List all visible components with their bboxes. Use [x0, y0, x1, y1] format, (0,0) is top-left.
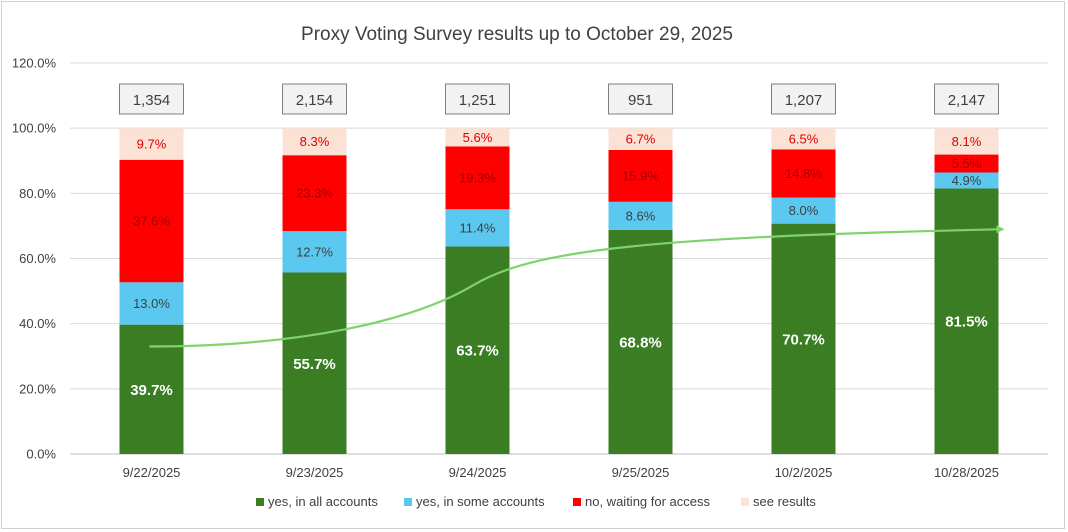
x-tick-label: 9/25/2025 — [612, 465, 670, 480]
total-box — [608, 83, 673, 115]
bar-segment — [771, 128, 836, 150]
y-axis: 0.0% 20.0% 40.0% 60.0% 80.0% 100.0% 120.0% — [12, 56, 57, 462]
y-tick-label: 40.0% — [19, 316, 56, 331]
bar-stack: 81.5% 4.9% 5.5% 8.1% — [934, 128, 999, 454]
data-label: 13.0% — [133, 296, 170, 311]
x-tick-label: 10/2/2025 — [775, 465, 833, 480]
y-tick-label: 120.0% — [12, 56, 57, 71]
x-tick-label: 9/22/2025 — [123, 465, 181, 480]
legend-label: yes, in some accounts — [416, 494, 545, 509]
bar-segment — [119, 128, 184, 160]
total-box — [771, 83, 836, 115]
gridlines — [70, 62, 1048, 455]
total-label: 2,147 — [948, 92, 986, 109]
data-label: 37.6% — [133, 214, 170, 229]
bar-segment — [445, 246, 510, 454]
y-tick-label: 20.0% — [19, 381, 56, 396]
bars: 39.7% 13.0% 37.6% 9.7% 55.7% 12.7% 23.3% 8.3% 63… — [119, 128, 999, 454]
total-boxes: 1,354 2,154 1,251 951 1,207 2,147 — [119, 83, 999, 115]
data-label: 55.7% — [293, 356, 336, 373]
total-label: 2,154 — [296, 92, 334, 109]
data-label: 70.7% — [782, 331, 825, 348]
data-label: 14.8% — [785, 166, 822, 181]
bar-segment — [608, 201, 673, 230]
legend: yes, in all accounts yes, in some account… — [256, 494, 816, 509]
data-label: 68.8% — [619, 334, 662, 351]
bar-segment — [608, 128, 673, 150]
bar-segment — [608, 229, 673, 454]
data-label: 81.5% — [945, 314, 988, 331]
bar-segment — [119, 159, 184, 283]
y-tick-label: 60.0% — [19, 251, 56, 266]
x-tick-label: 10/28/2025 — [934, 465, 999, 480]
data-label: 8.0% — [789, 203, 819, 218]
trend-line — [149, 225, 1005, 348]
legend-label: see results — [753, 494, 816, 509]
y-tick-label: 80.0% — [19, 186, 56, 201]
bar-stack: 70.7% 8.0% 14.8% 6.5% — [771, 128, 836, 454]
bar-segment — [445, 146, 510, 210]
data-label: 19.3% — [459, 170, 496, 185]
chart-title: Proxy Voting Survey results up to Octobe… — [301, 24, 733, 45]
bar-segment — [934, 188, 999, 454]
bar-segment — [119, 282, 184, 325]
total-label: 1,354 — [133, 92, 171, 109]
legend-swatch — [256, 498, 264, 506]
bar-segment — [282, 128, 347, 156]
total-box — [445, 83, 510, 115]
x-tick-label: 9/23/2025 — [286, 465, 344, 480]
bar-segment — [934, 128, 999, 155]
bar-segment — [282, 272, 347, 454]
bar-stack: 55.7% 12.7% 23.3% 8.3% — [282, 128, 347, 454]
data-label: 6.7% — [626, 132, 656, 147]
data-label: 4.9% — [952, 173, 982, 188]
bar-stack: 39.7% 13.0% 37.6% 9.7% — [119, 128, 184, 454]
legend-label: no, waiting for access — [585, 494, 711, 509]
bar-segment — [934, 172, 999, 189]
data-label: 8.1% — [952, 134, 982, 149]
data-label: 8.3% — [300, 134, 330, 149]
y-tick-label: 0.0% — [26, 447, 56, 462]
bar-stack: 63.7% 11.4% 19.3% 5.6% — [445, 128, 510, 454]
data-label: 39.7% — [130, 382, 173, 399]
trend-arrow — [149, 225, 1005, 348]
total-box — [119, 83, 184, 115]
legend-swatch — [573, 498, 581, 506]
total-box — [934, 83, 999, 115]
data-label: 15.9% — [622, 168, 659, 183]
total-label: 951 — [628, 92, 653, 109]
data-label: 5.5% — [952, 156, 982, 171]
y-tick-label: 100.0% — [12, 121, 57, 136]
bar-segment — [771, 149, 836, 198]
bar-stack: 68.8% 8.6% 15.9% 6.7% — [608, 128, 673, 454]
bar-segment — [934, 154, 999, 173]
x-tick-label: 9/24/2025 — [449, 465, 507, 480]
data-label: 5.6% — [463, 130, 493, 145]
data-label: 6.5% — [789, 131, 819, 146]
legend-swatch — [404, 498, 412, 506]
data-label: 11.4% — [460, 220, 496, 235]
total-label: 1,207 — [785, 92, 823, 109]
legend-swatch — [741, 498, 749, 506]
bar-segment — [771, 197, 836, 224]
bar-segment — [771, 223, 836, 454]
bar-segment — [282, 231, 347, 273]
data-label: 12.7% — [296, 244, 333, 259]
bar-segment — [608, 149, 673, 202]
total-box — [282, 83, 347, 115]
x-axis: 9/22/2025 9/23/2025 9/24/2025 9/25/2025 10/2… — [123, 465, 999, 480]
data-label: 9.7% — [137, 136, 167, 151]
data-label: 8.6% — [626, 208, 656, 223]
data-label: 23.3% — [296, 186, 333, 201]
bar-segment — [445, 209, 510, 247]
bar-segment — [282, 155, 347, 232]
legend-label: yes, in all accounts — [268, 494, 378, 509]
total-label: 1,251 — [459, 92, 497, 109]
data-label: 63.7% — [456, 343, 499, 360]
bar-segment — [445, 128, 510, 147]
